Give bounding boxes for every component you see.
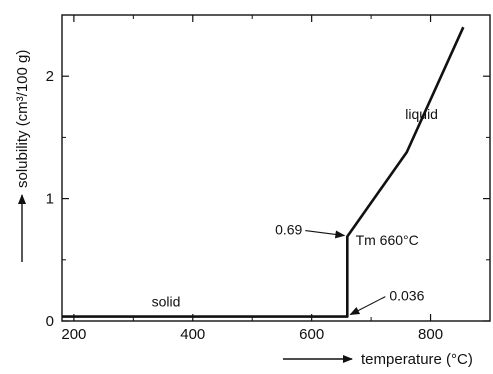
annotation-liquid: liquid: [405, 106, 438, 122]
x-tick-label: 600: [299, 326, 324, 343]
y-axis-label: solubility (cm³/100 g): [14, 50, 31, 188]
x-axis-label: temperature (°C): [361, 351, 473, 368]
value-callouts: 0.69 0.036: [275, 222, 425, 316]
annotation-solid: solid: [152, 293, 181, 309]
x-tick-label: 400: [180, 326, 205, 343]
annotations: solid liquid Tm 660°C: [152, 106, 438, 309]
y-tick-label: 0: [46, 313, 54, 330]
x-axis-label-group: temperature (°C): [283, 351, 473, 368]
y-axis-ticks: 0 1 2: [46, 68, 490, 330]
x-tick-label: 200: [61, 326, 86, 343]
plot-frame: [61, 14, 491, 322]
x-axis-ticks: 200 400 600 800: [61, 15, 443, 343]
callout-leader-0036: [349, 296, 386, 316]
y-tick-label: 1: [46, 191, 54, 208]
solubility-curve: [62, 26, 465, 318]
callout-label-069: 0.69: [275, 222, 302, 238]
x-tick-label: 800: [418, 326, 443, 343]
callout-leader-069: [305, 229, 346, 239]
annotation-tm: Tm 660°C: [356, 232, 419, 248]
callout-label-0036: 0.036: [389, 288, 424, 304]
y-tick-label: 2: [46, 68, 54, 85]
y-axis-label-group: solubility (cm³/100 g): [14, 50, 31, 262]
